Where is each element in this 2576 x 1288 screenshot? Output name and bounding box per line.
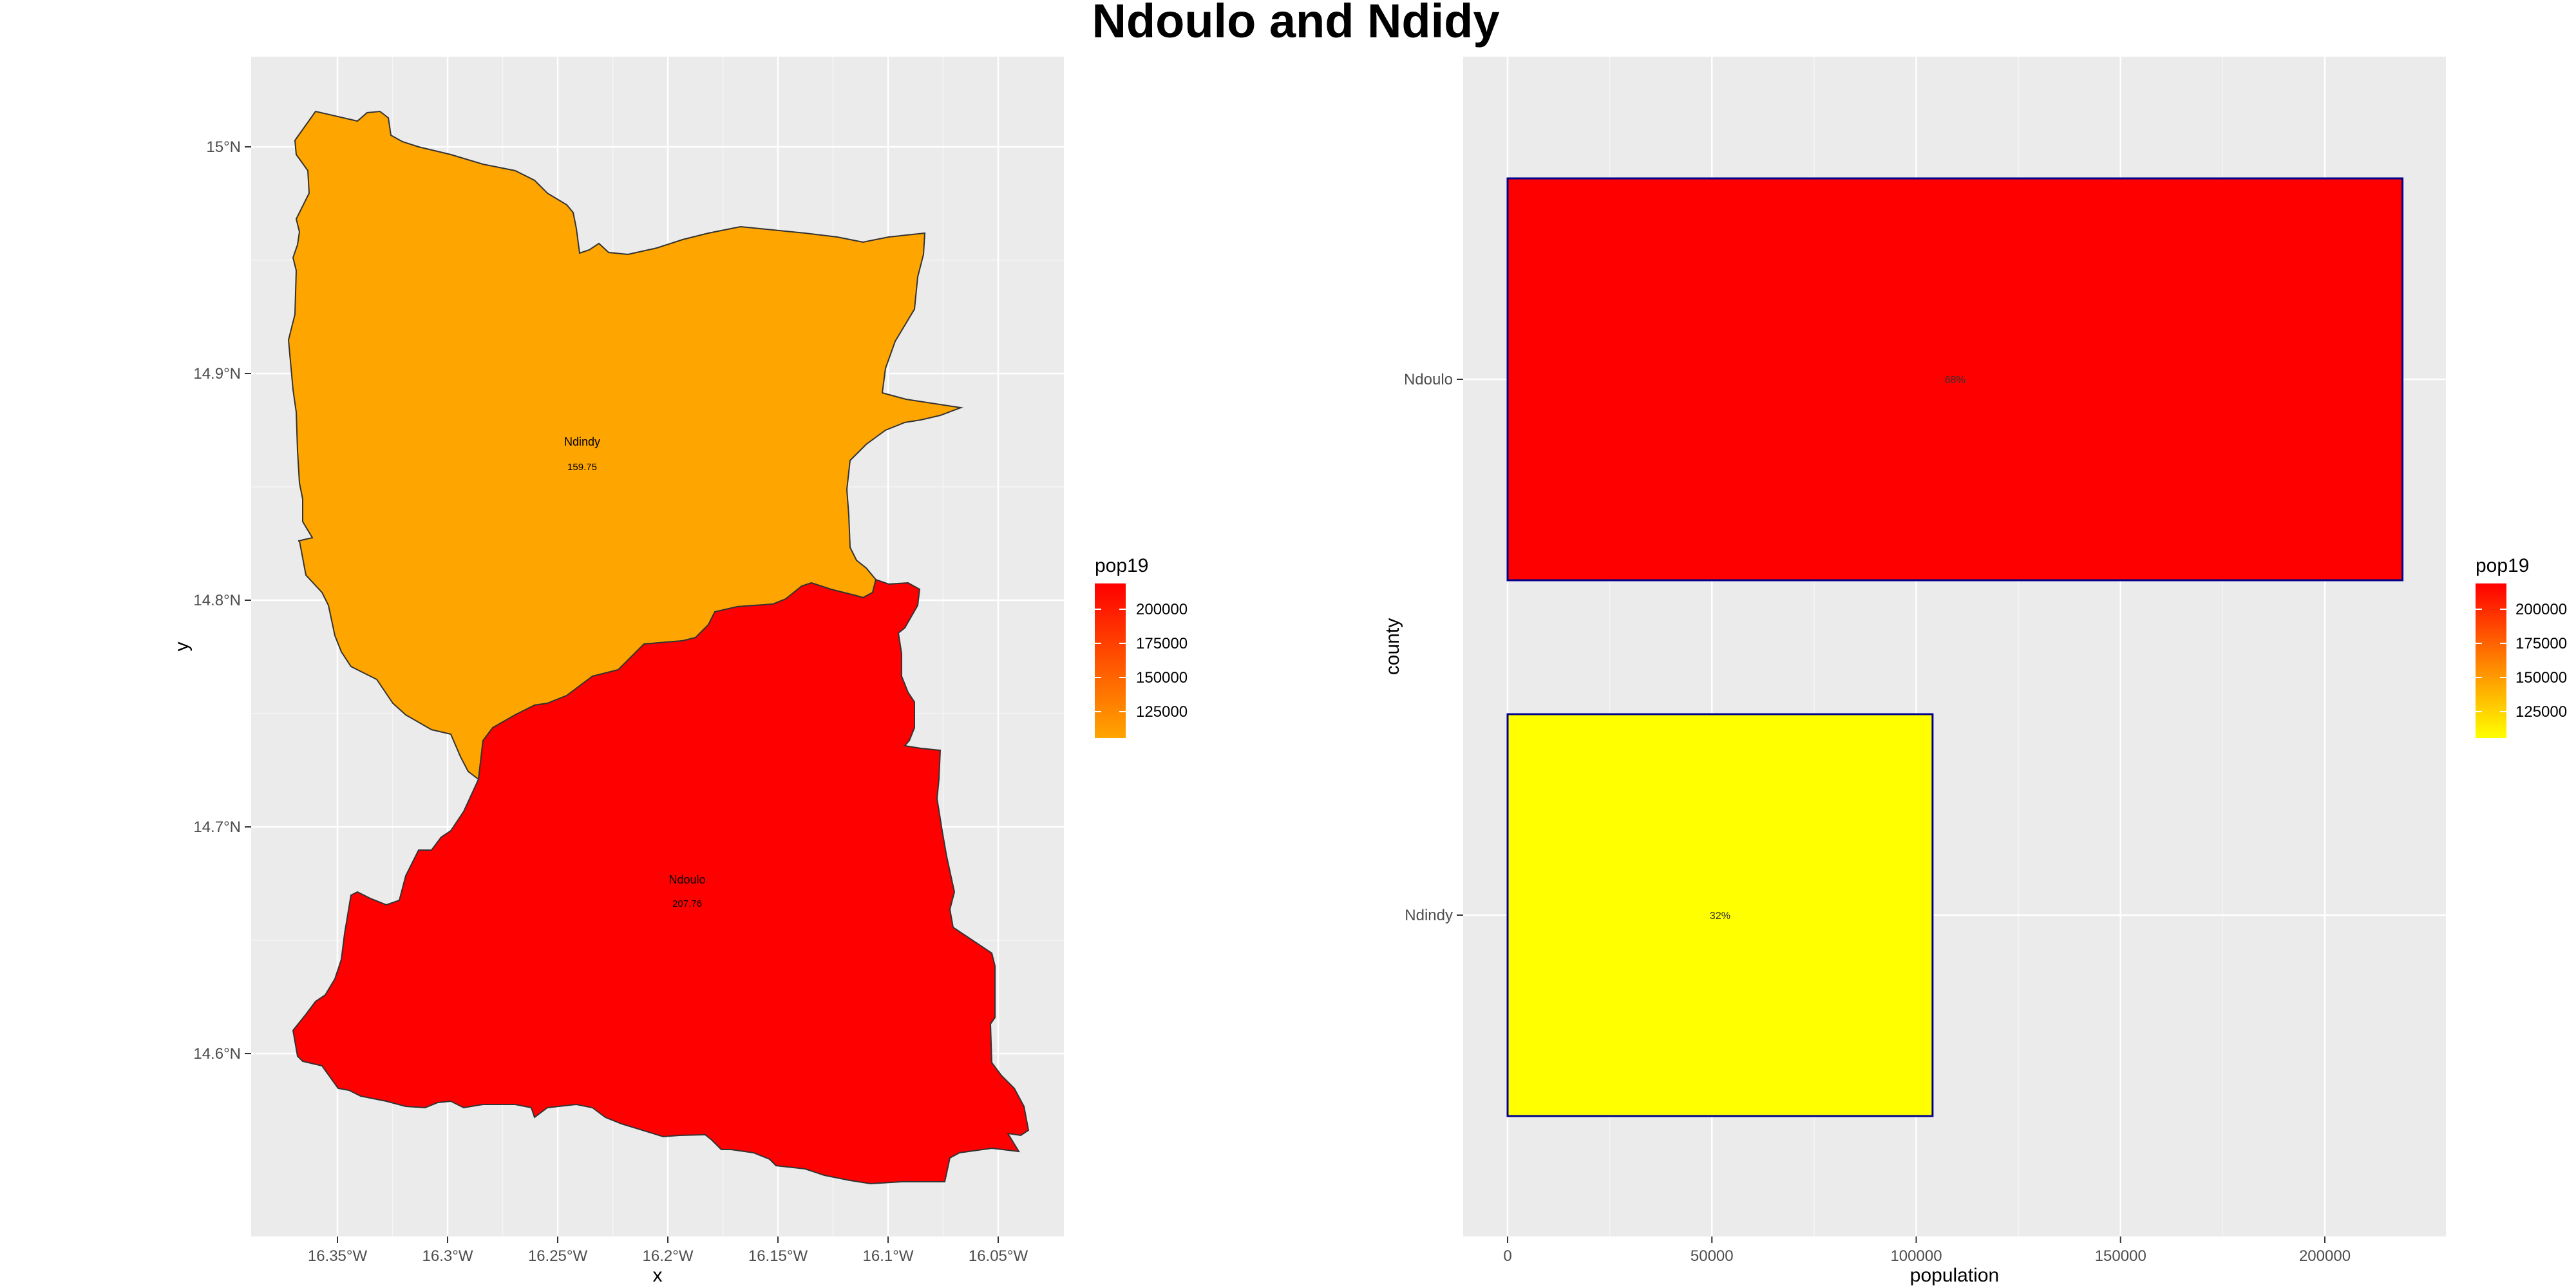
bar-legend-label: 125000	[2515, 703, 2567, 721]
region-label-ndoulo: Ndoulo	[668, 873, 705, 886]
bar-x-ticks: 0 50000 100000 150000 200000	[1503, 1236, 2351, 1265]
bar-y-tick-label: Ndoulo	[1404, 371, 1453, 388]
bar-legend-label: 150000	[2515, 669, 2567, 687]
bar-x-tick-label: 100000	[1890, 1247, 1942, 1265]
map-y-tick-label: 15°N	[206, 138, 241, 156]
region-value-ndindy: 159.75	[567, 462, 597, 473]
map-x-tick-label: 16.2°W	[643, 1247, 694, 1265]
map-x-tick-label: 16.05°W	[969, 1247, 1028, 1265]
map-y-tick-label: 14.9°N	[193, 365, 241, 383]
map-x-tick-label: 16.3°W	[422, 1247, 473, 1265]
map-legend-colorbar	[1095, 583, 1126, 738]
bar-x-tick-label: 150000	[2095, 1247, 2146, 1265]
region-ndoulo	[292, 578, 1030, 1185]
bar-y-ticks: Ndoulo Ndindy	[1404, 371, 1463, 924]
bar-legend-label: 200000	[2515, 601, 2567, 618]
map-x-axis-title: x	[653, 1265, 663, 1286]
map-legend-label: 125000	[1136, 703, 1188, 721]
map-legend-label: 200000	[1136, 601, 1188, 618]
bar-marks: 68% 32%	[1506, 177, 2404, 1117]
bar-x-tick-label: 0	[1503, 1247, 1511, 1265]
bar-x-tick-label: 200000	[2299, 1247, 2351, 1265]
map-legend-labels: 200000 175000 150000 125000	[1095, 601, 1188, 721]
map-x-tick-label: 16.1°W	[863, 1247, 914, 1265]
map-x-tick-label: 16.15°W	[748, 1247, 808, 1265]
bar-ndindy	[1506, 713, 1934, 1117]
map-panel: Ndindy 159.75 Ndoulo 207.76 16.35°W 16.3°…	[171, 57, 1188, 1286]
bar-data-label: 68%	[1945, 375, 1965, 386]
bar-legend-label: 175000	[2515, 635, 2567, 652]
bar-x-tick-label: 50000	[1690, 1247, 1734, 1265]
bar-panel: 68%32% 0 50000 100000 150000 200000 NdouloNd…	[1382, 57, 2567, 1286]
map-y-ticks: 15°N 14.9°N 14.8°N 14.7°N 14.6°N	[193, 138, 251, 1063]
bar-data-label: 32%	[1710, 911, 1730, 922]
chart-title: Ndoulo and Ndidy	[1092, 0, 1499, 48]
map-legend-title: pop19	[1095, 555, 1148, 576]
bar-x-axis-title: population	[1910, 1265, 1999, 1286]
bar-legend: pop19 200000 175000 150000 125000	[2476, 555, 2567, 738]
bar-legend-labels: 200000 175000 150000 125000	[2476, 601, 2567, 721]
map-legend: pop19 200000 175000 150000 125000	[1095, 555, 1188, 738]
bar-y-axis-title: county	[1382, 618, 1403, 675]
map-x-ticks: 16.35°W 16.3°W 16.25°W 16.2°W 16.15°W 16.1°W 1…	[308, 1236, 1028, 1265]
bar-y-tick-label: Ndindy	[1405, 907, 1453, 924]
bar-ndoulo	[1506, 177, 2404, 582]
map-y-tick-label: 14.7°N	[193, 819, 241, 836]
map-y-axis-title: y	[171, 642, 193, 652]
map-legend-label: 175000	[1136, 635, 1188, 652]
map-y-tick-label: 14.8°N	[193, 592, 241, 609]
map-x-tick-label: 16.35°W	[308, 1247, 368, 1265]
map-x-tick-label: 16.25°W	[528, 1247, 588, 1265]
map-y-tick-label: 14.6°N	[193, 1045, 241, 1063]
bar-legend-colorbar	[2476, 583, 2506, 738]
region-value-ndoulo: 207.76	[672, 898, 702, 909]
bar-legend-title: pop19	[2476, 555, 2529, 576]
map-legend-label: 150000	[1136, 669, 1188, 687]
region-label-ndindy: Ndindy	[564, 435, 600, 448]
